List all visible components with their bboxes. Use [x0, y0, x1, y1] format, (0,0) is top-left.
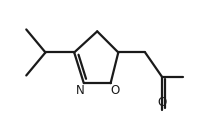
Text: O: O — [158, 96, 167, 109]
Text: O: O — [110, 84, 120, 97]
Text: N: N — [76, 84, 85, 97]
